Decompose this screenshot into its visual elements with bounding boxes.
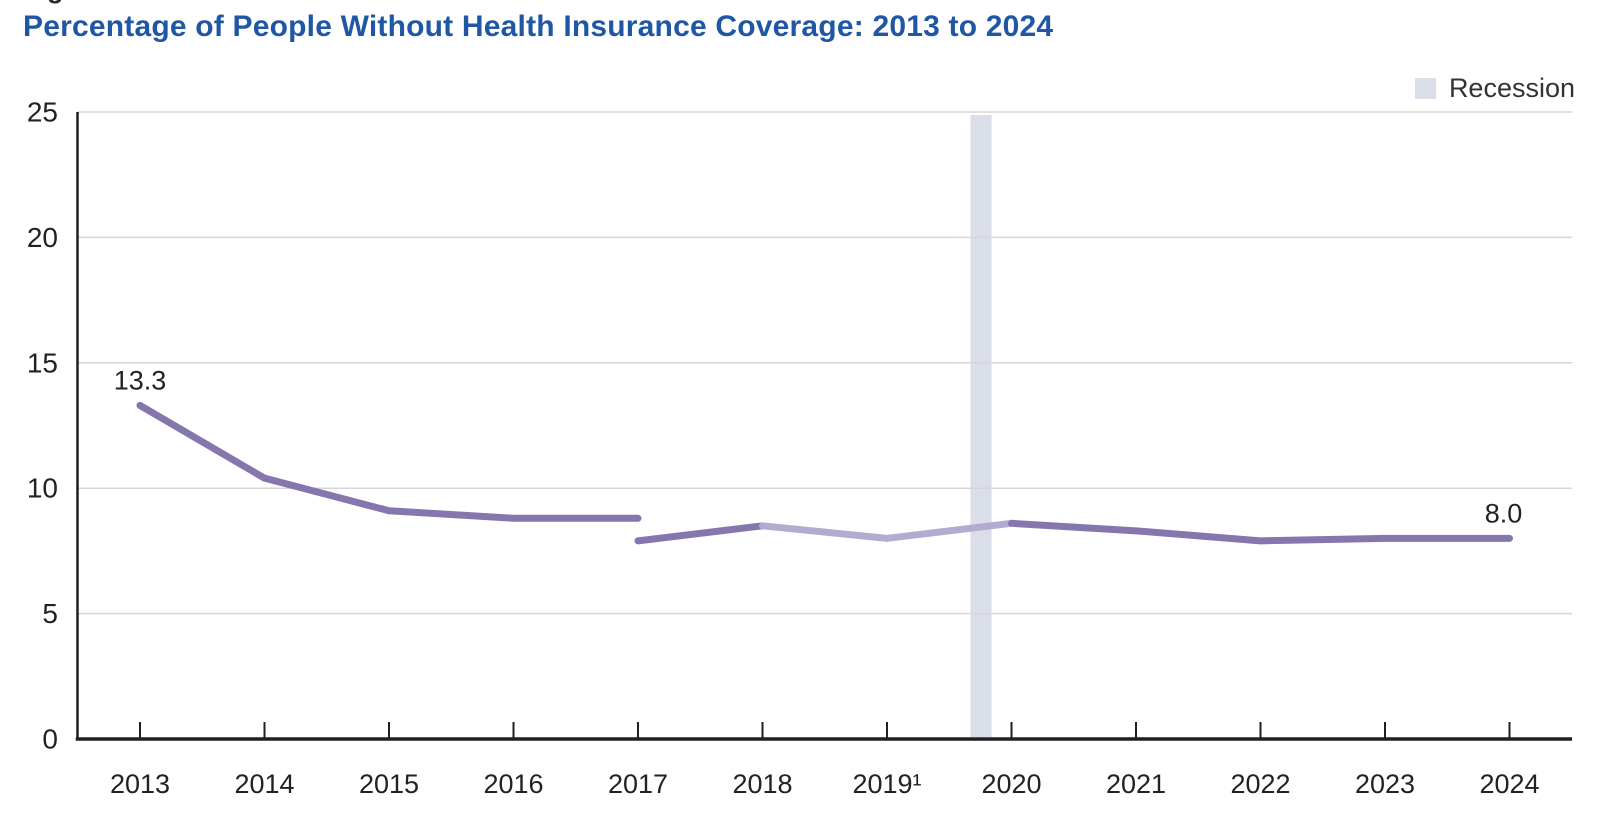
x-tick-label: 2015 [359,769,419,799]
recession-band [970,115,992,737]
chart-legend: Recession [1414,71,1575,105]
y-tick-label: 0 [42,724,58,755]
uninsured-rate-line-segment-dark [634,522,766,545]
x-tick-label: 2020 [981,769,1041,799]
data-point-label: 8.0 [1485,498,1523,528]
uninsured-rate-line-segment-dark [1008,519,1513,545]
y-tick-label: 25 [27,97,58,128]
y-tick-label: 15 [27,347,58,378]
x-tick-label: 2021 [1106,769,1166,799]
y-tick-label: 10 [27,473,58,504]
recession-legend-label: Recession [1448,72,1575,103]
data-point-label: 13.3 [114,365,167,395]
y-tick-label: 20 [27,222,58,253]
uninsured-rate-line-segment-light [759,519,1015,542]
x-tick-label: 2023 [1355,769,1415,799]
x-tick-label: 2018 [732,769,792,799]
x-tick-label: 2014 [234,769,294,799]
x-tick-label: 2022 [1230,769,1290,799]
x-tick-label: 2013 [110,769,170,799]
x-tick-label: 2024 [1479,769,1539,799]
chart-title: Percentage of People Without Health Insu… [23,10,1054,43]
uninsured-rate-line-segment-dark [136,401,642,522]
x-tick-label: 2016 [483,769,543,799]
y-tick-label: 5 [42,598,58,629]
x-tick-label: 2017 [608,769,668,799]
figure-label-fragment: Figure [23,0,106,5]
x-tick-label: 2019¹ [852,769,921,799]
recession-legend-swatch-icon [1414,77,1436,99]
